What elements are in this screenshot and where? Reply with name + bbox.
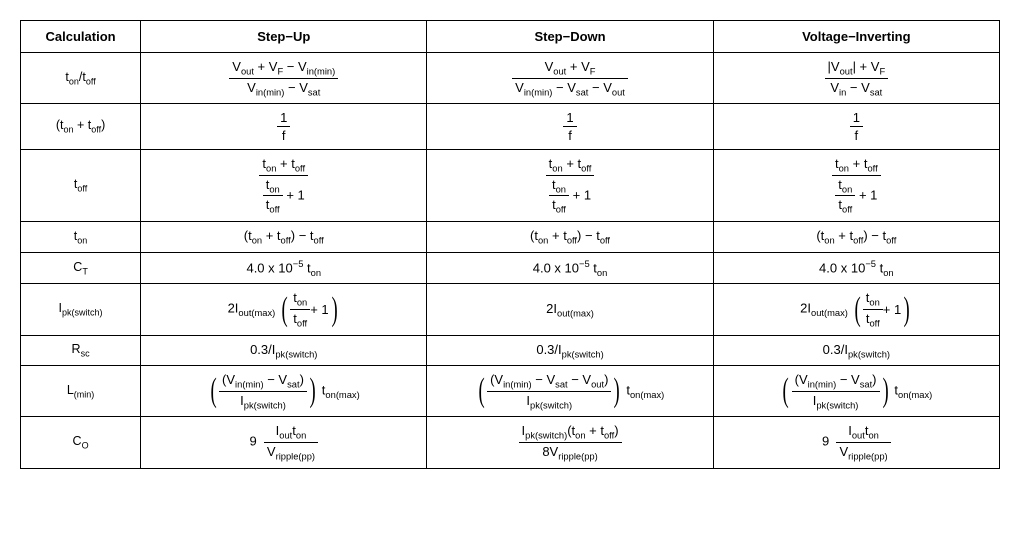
formula-cell: 9 IouttonVripple(pp): [713, 417, 999, 468]
formula-cell: Vout + VF − Vin(min)Vin(min) − Vsat: [141, 53, 427, 104]
col-step-up: Step−Up: [141, 21, 427, 53]
formula-cell: 2Iout(max) tontoff + 1: [713, 284, 999, 335]
formula-cell: 1f: [713, 104, 999, 150]
formula-cell: 9 IouttonVripple(pp): [141, 417, 427, 468]
row-label: (ton + toff): [21, 104, 141, 150]
table-row: L(min)(Vin(min) − Vsat)Ipk(switch) ton(m…: [21, 366, 1000, 417]
formula-cell: 0.3/Ipk(switch): [141, 335, 427, 366]
header-row: Calculation Step−Up Step−Down Voltage−In…: [21, 21, 1000, 53]
formula-cell: Ipk(switch)(ton + toff)8Vripple(pp): [427, 417, 713, 468]
row-label: CO: [21, 417, 141, 468]
table-row: CO9 IouttonVripple(pp)Ipk(switch)(ton + …: [21, 417, 1000, 468]
table-row: ton/toffVout + VF − Vin(min)Vin(min) − V…: [21, 53, 1000, 104]
formula-cell: |Vout| + VFVin − Vsat: [713, 53, 999, 104]
formula-cell: 0.3/Ipk(switch): [427, 335, 713, 366]
table-row: ton(ton + toff) − toff(ton + toff) − tof…: [21, 221, 1000, 252]
formula-cell: (Vin(min) − Vsat − Vout)Ipk(switch) ton(…: [427, 366, 713, 417]
formula-cell: 4.0 x 10−5 ton: [141, 252, 427, 284]
formula-cell: (ton + toff) − toff: [427, 221, 713, 252]
formula-cell: 2Iout(max): [427, 284, 713, 335]
col-calculation: Calculation: [21, 21, 141, 53]
formula-cell: (Vin(min) − Vsat)Ipk(switch) ton(max): [141, 366, 427, 417]
row-label: Ipk(switch): [21, 284, 141, 335]
formula-cell: ton + tofftontoff + 1: [713, 150, 999, 222]
formula-cell: (Vin(min) − Vsat)Ipk(switch) ton(max): [713, 366, 999, 417]
row-label: Rsc: [21, 335, 141, 366]
formula-cell: ton + tofftontoff + 1: [141, 150, 427, 222]
formula-cell: (ton + toff) − toff: [713, 221, 999, 252]
formula-cell: 1f: [141, 104, 427, 150]
table-row: (ton + toff)1f1f1f: [21, 104, 1000, 150]
row-label: L(min): [21, 366, 141, 417]
formula-cell: 4.0 x 10−5 ton: [713, 252, 999, 284]
formula-cell: Vout + VFVin(min) − Vsat − Vout: [427, 53, 713, 104]
formula-cell: 1f: [427, 104, 713, 150]
formula-table: Calculation Step−Up Step−Down Voltage−In…: [20, 20, 1000, 469]
formula-cell: (ton + toff) − toff: [141, 221, 427, 252]
table-row: Rsc0.3/Ipk(switch)0.3/Ipk(switch)0.3/Ipk…: [21, 335, 1000, 366]
formula-cell: ton + tofftontoff + 1: [427, 150, 713, 222]
table-row: toffton + tofftontoff + 1ton + tofftonto…: [21, 150, 1000, 222]
row-label: ton/toff: [21, 53, 141, 104]
formula-cell: 4.0 x 10−5 ton: [427, 252, 713, 284]
col-step-down: Step−Down: [427, 21, 713, 53]
col-voltage-inverting: Voltage−Inverting: [713, 21, 999, 53]
row-label: CT: [21, 252, 141, 284]
formula-cell: 2Iout(max) tontoff + 1: [141, 284, 427, 335]
table-row: CT4.0 x 10−5 ton4.0 x 10−5 ton4.0 x 10−5…: [21, 252, 1000, 284]
row-label: toff: [21, 150, 141, 222]
table-row: Ipk(switch)2Iout(max) tontoff + 12Iout(m…: [21, 284, 1000, 335]
formula-cell: 0.3/Ipk(switch): [713, 335, 999, 366]
row-label: ton: [21, 221, 141, 252]
